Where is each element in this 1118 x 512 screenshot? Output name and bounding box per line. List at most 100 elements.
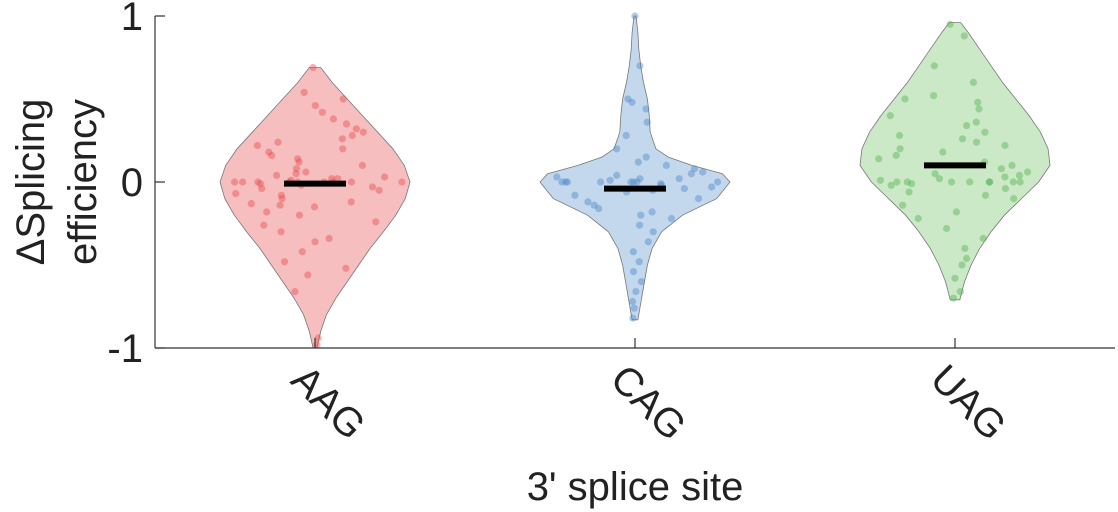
data-point [958, 135, 967, 143]
data-point [939, 148, 947, 156]
data-point [232, 190, 240, 198]
data-point [304, 271, 312, 279]
data-point [667, 214, 676, 223]
violin-aag [219, 63, 411, 349]
data-point [908, 180, 916, 188]
data-point [1001, 185, 1010, 193]
data-point [597, 178, 605, 186]
data-point [636, 62, 644, 70]
data-point [690, 165, 699, 173]
data-point [295, 211, 304, 219]
violin-body [219, 67, 411, 349]
data-point [292, 165, 301, 173]
data-point [960, 32, 968, 40]
data-point [635, 258, 643, 266]
data-point [643, 118, 651, 126]
data-point [329, 115, 337, 123]
data-point [637, 278, 646, 286]
data-point [334, 175, 342, 183]
data-point [294, 155, 302, 163]
data-point [629, 178, 638, 186]
y-tick-label: 0 [121, 161, 143, 205]
data-point [680, 185, 689, 193]
data-point [258, 185, 266, 193]
data-point [613, 145, 621, 153]
data-point [966, 178, 974, 186]
data-point [347, 178, 356, 186]
data-point [914, 214, 922, 223]
data-point [338, 135, 346, 143]
data-point [930, 62, 938, 70]
data-point [1024, 168, 1032, 176]
data-point [632, 288, 640, 296]
data-point [629, 314, 637, 322]
data-point [558, 178, 566, 186]
x-ticks: AAG CAG UAG [283, 338, 1014, 449]
data-point [629, 248, 637, 256]
data-point [358, 161, 366, 169]
data-point [887, 181, 895, 189]
data-point [375, 186, 383, 194]
data-point [893, 178, 901, 186]
data-point [339, 145, 347, 153]
data-point [974, 98, 982, 106]
y-axis-label-line-1: ΔSplicing [9, 99, 53, 266]
data-point [946, 20, 954, 28]
data-point [1008, 161, 1016, 169]
data-point [642, 153, 650, 161]
data-point [276, 201, 284, 209]
data-point [624, 95, 632, 103]
data-point [328, 175, 336, 183]
data-point [951, 274, 959, 282]
data-point [562, 178, 570, 186]
data-point [292, 170, 300, 178]
x-tick-label-cag: CAG [602, 357, 694, 449]
y-tick-label: 1 [121, 0, 143, 39]
data-point [649, 228, 657, 236]
data-point [985, 178, 993, 186]
data-point [930, 92, 938, 100]
data-point [398, 178, 406, 186]
violin-cag [539, 12, 731, 322]
data-point [901, 95, 909, 103]
data-point [896, 131, 904, 140]
data-point [590, 201, 598, 209]
data-point [1001, 141, 1009, 150]
data-point [277, 228, 285, 236]
data-point [613, 171, 621, 179]
data-point [637, 211, 645, 219]
data-point [553, 173, 561, 181]
data-point [563, 178, 572, 186]
data-point [300, 88, 308, 96]
data-point [694, 195, 703, 203]
data-point [1010, 195, 1018, 203]
data-point [274, 138, 282, 146]
data-point [359, 128, 367, 136]
data-point [595, 205, 603, 213]
data-point [633, 178, 641, 186]
data-point [348, 131, 356, 140]
data-point [352, 125, 360, 133]
violin-uag [859, 20, 1051, 302]
data-point [254, 178, 262, 186]
data-point [714, 178, 722, 186]
data-point [311, 102, 319, 110]
data-point [256, 180, 264, 188]
data-point [943, 224, 951, 233]
data-point [636, 175, 644, 183]
data-point [247, 200, 255, 208]
data-point [634, 158, 643, 166]
data-point [961, 244, 969, 252]
data-point [311, 238, 319, 246]
x-tick-label-uag: UAG [922, 357, 1014, 449]
data-point [628, 98, 636, 106]
x-axis-label: 3' splice site [527, 465, 744, 509]
data-point [302, 168, 310, 176]
data-point [629, 268, 638, 276]
data-point [627, 178, 635, 186]
data-point [313, 341, 321, 349]
data-point [381, 173, 389, 181]
data-point [981, 128, 989, 136]
data-point [584, 198, 592, 206]
data-point [339, 95, 347, 103]
